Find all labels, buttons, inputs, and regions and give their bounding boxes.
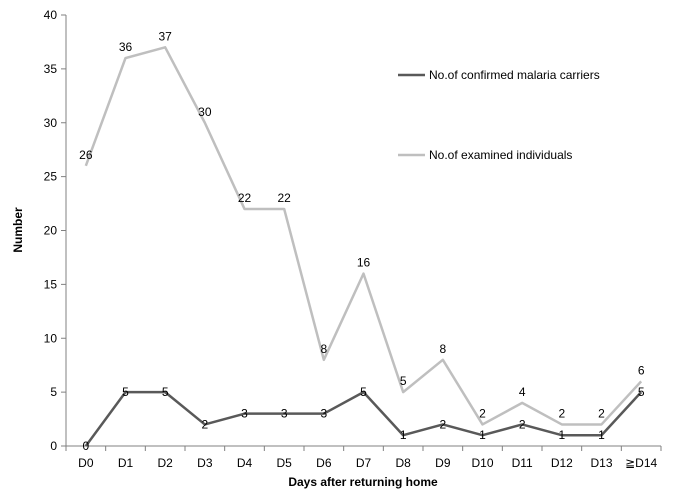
data-label-examined: 2 bbox=[558, 406, 565, 420]
data-label-confirmed: 2 bbox=[519, 417, 526, 431]
legend-label: No.of confirmed malaria carriers bbox=[429, 68, 600, 82]
data-label-confirmed: 5 bbox=[162, 385, 169, 399]
x-tick-label: ≧D14 bbox=[625, 456, 657, 470]
y-tick-label: 30 bbox=[44, 116, 58, 130]
series-line bbox=[84, 46, 643, 426]
y-tick-label: 40 bbox=[44, 8, 58, 22]
y-axis-title: Number bbox=[11, 207, 25, 253]
data-label-confirmed: 1 bbox=[479, 428, 486, 442]
y-tick-label: 10 bbox=[44, 331, 58, 345]
data-label-examined: 16 bbox=[357, 256, 371, 270]
data-label-examined: 2 bbox=[598, 406, 605, 420]
x-tick-group: D0 D1 D2 D3 D4 D5 D6 D7 D8 D9 D10 D11 D12 D13 ≧D14 bbox=[65, 446, 662, 470]
legend-item-1: No.of examined individuals bbox=[398, 148, 572, 162]
y-tick-label: 20 bbox=[44, 224, 58, 238]
data-label-examined: 4 bbox=[519, 385, 526, 399]
x-axis: D0 D1 D2 D3 D4 D5 D6 D7 D8 D9 D10 D11 D12 D13 ≧D14 Day… bbox=[65, 445, 662, 489]
data-label-confirmed: 1 bbox=[558, 428, 565, 442]
data-label-examined: 22 bbox=[238, 191, 252, 205]
data-label-confirmed: 0 bbox=[82, 439, 89, 453]
y-tick-label: 25 bbox=[44, 170, 58, 184]
x-tick-label: D11 bbox=[512, 456, 533, 470]
data-label-confirmed: 3 bbox=[281, 407, 288, 421]
x-axis-title: Days after returning home bbox=[288, 475, 438, 489]
x-tick-label: D0 bbox=[78, 456, 94, 470]
data-label-confirmed: 3 bbox=[320, 407, 327, 421]
data-label-examined: 30 bbox=[198, 105, 212, 119]
x-tick-label: D5 bbox=[276, 456, 292, 470]
x-tick-label: D1 bbox=[118, 456, 134, 470]
data-label-examined: 26 bbox=[79, 148, 93, 162]
y-tick-group: 0 5 10 15 20 25 30 35 40 bbox=[44, 8, 66, 453]
x-tick-label: D10 bbox=[471, 456, 493, 470]
data-label-confirmed: 3 bbox=[241, 407, 248, 421]
legend-label: No.of examined individuals bbox=[429, 148, 572, 162]
data-label-examined: 37 bbox=[158, 29, 172, 43]
data-label-examined: 22 bbox=[277, 191, 291, 205]
x-tick-label: D7 bbox=[356, 456, 372, 470]
x-tick-label: D12 bbox=[551, 456, 573, 470]
data-label-examined: 36 bbox=[119, 40, 133, 54]
x-tick-label: D2 bbox=[157, 456, 173, 470]
data-label-examined: 2 bbox=[479, 406, 486, 420]
legend-item-0: No.of confirmed malaria carriers bbox=[398, 68, 600, 82]
data-label-examined: 5 bbox=[400, 374, 407, 388]
data-label-examined: 8 bbox=[439, 342, 446, 356]
data-label-confirmed: 5 bbox=[122, 385, 129, 399]
series-0 bbox=[84, 390, 643, 447]
y-tick-label: 35 bbox=[44, 62, 58, 76]
y-axis: 0 5 10 15 20 25 30 35 40 Number bbox=[11, 8, 67, 453]
y-tick-label: 0 bbox=[50, 439, 57, 453]
x-tick-label: D9 bbox=[435, 456, 451, 470]
y-tick-label: 5 bbox=[50, 385, 57, 399]
data-label-confirmed: 5 bbox=[638, 385, 645, 399]
data-label-confirmed: 5 bbox=[360, 385, 367, 399]
x-tick-label: D13 bbox=[590, 456, 612, 470]
y-tick-label: 15 bbox=[44, 277, 58, 291]
data-label-confirmed: 2 bbox=[439, 417, 446, 431]
data-label-confirmed: 1 bbox=[598, 428, 605, 442]
x-tick-label: D6 bbox=[316, 456, 332, 470]
data-label-confirmed: 1 bbox=[400, 428, 407, 442]
x-tick-label: D8 bbox=[395, 456, 411, 470]
series-1 bbox=[84, 46, 643, 426]
data-label-confirmed: 2 bbox=[201, 417, 208, 431]
data-label-examined: 6 bbox=[638, 363, 645, 377]
data-label-examined: 8 bbox=[320, 342, 327, 356]
legend: No.of confirmed malaria carriers No.of ex… bbox=[398, 68, 600, 162]
x-tick-label: D4 bbox=[237, 456, 253, 470]
x-tick-label: D3 bbox=[197, 456, 213, 470]
